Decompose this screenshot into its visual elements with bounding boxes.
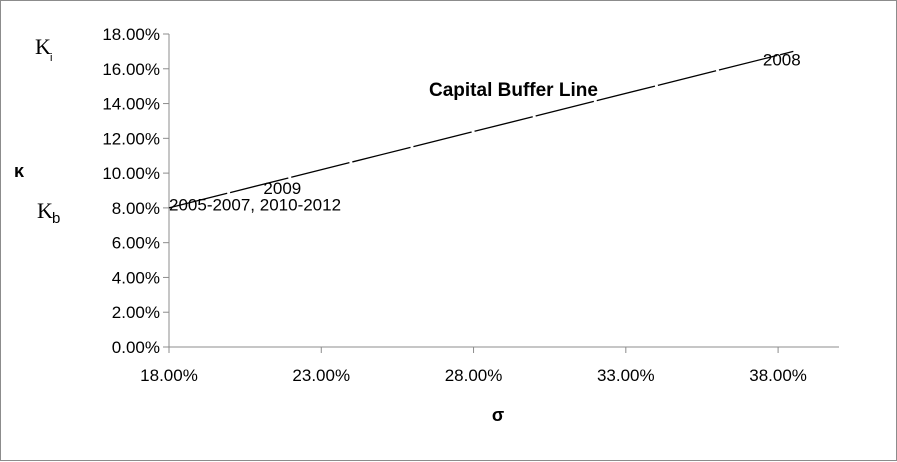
ki-label-main: K (35, 34, 51, 59)
year-annotation: 2005-2007, 2010-2012 (169, 195, 341, 214)
y-tick-label: 16.00% (102, 60, 160, 79)
ki-label: K i (35, 34, 52, 64)
y-tick-label: 18.00% (102, 25, 160, 44)
kb-label-sub: b (52, 210, 60, 227)
year-annotation: 2009 (263, 179, 301, 198)
y-tick-label: 14.00% (102, 95, 160, 114)
year-annotation: 2008 (763, 50, 801, 69)
y-tick-label: 2.00% (112, 303, 160, 322)
x-ticks: 18.00% 23.00% 28.00% 33.00% 38.00% (140, 347, 807, 385)
x-tick-label: 38.00% (749, 366, 807, 385)
x-tick-label: 23.00% (292, 366, 350, 385)
kb-label: K b (37, 198, 60, 227)
x-axis-label: σ (492, 405, 504, 425)
kb-label-main: K (37, 198, 53, 223)
x-tick-label: 28.00% (445, 366, 503, 385)
y-ticks: 0.00% 2.00% 4.00% 6.00% 8.00% 10.00% 12.00% 14.… (102, 25, 169, 357)
ki-label-sub: i (50, 52, 52, 64)
y-tick-label: 4.00% (112, 268, 160, 287)
y-tick-label: 8.00% (112, 199, 160, 218)
y-tick-label: 12.00% (102, 129, 160, 148)
y-axis-label: κ (14, 161, 25, 181)
y-tick-label: 6.00% (112, 234, 160, 253)
chart-title: Capital Buffer Line (429, 80, 598, 101)
series-group (168, 50, 794, 209)
axes (168, 34, 839, 348)
x-tick-label: 33.00% (597, 366, 655, 385)
capital-buffer-line (168, 50, 794, 209)
x-tick-label: 18.00% (140, 366, 198, 385)
y-tick-label: 0.00% (112, 338, 160, 357)
y-tick-label: 10.00% (102, 164, 160, 183)
